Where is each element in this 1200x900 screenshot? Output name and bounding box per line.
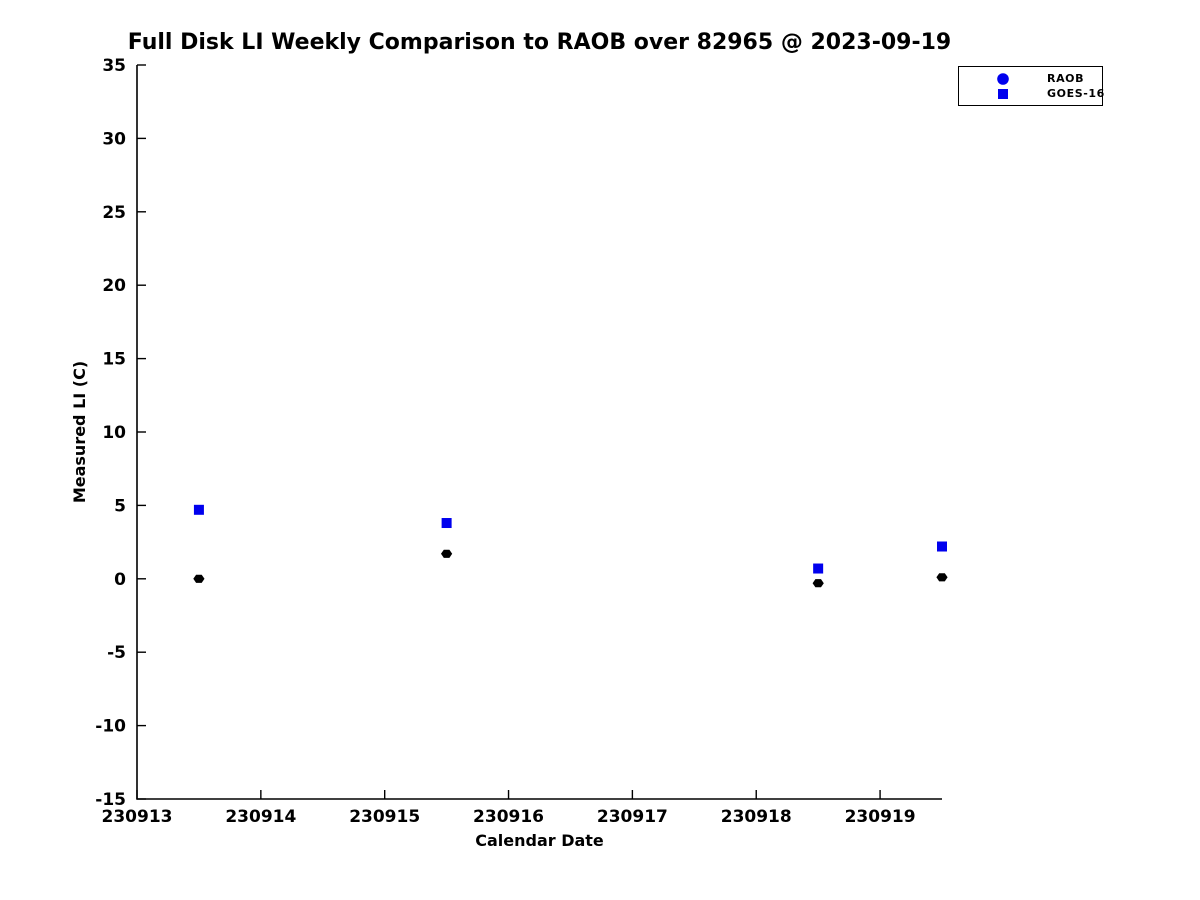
raob-legend-marker-cell: [959, 72, 1047, 86]
goes16-legend-marker: [998, 88, 1008, 99]
data-point-raob: [193, 574, 205, 583]
data-point-goes-16: [441, 518, 452, 529]
legend-label-goes16: GOES-16: [1047, 87, 1105, 100]
legend-label-raob: RAOB: [1047, 72, 1085, 85]
legend-entry-raob: RAOB: [959, 71, 1102, 86]
y-tick-label: 15: [102, 350, 126, 370]
x-axis-label: Calendar Date: [475, 831, 604, 850]
square-marker-icon: [998, 88, 1008, 99]
x-tick-label: 230913: [102, 807, 173, 827]
y-tick-label: 5: [114, 496, 126, 516]
y-tick-label: 10: [102, 423, 126, 443]
data-point-raob: [812, 579, 824, 588]
x-tick-label: 230915: [349, 807, 420, 827]
x-tick-label: 230916: [473, 807, 544, 827]
data-point-goes-16: [813, 563, 824, 574]
x-tick-label: 230918: [721, 807, 792, 827]
y-tick-label: 25: [102, 203, 126, 223]
y-tick-label: 0: [114, 570, 126, 590]
y-tick-label: -5: [107, 643, 126, 663]
y-tick-label: 35: [102, 56, 126, 76]
x-tick-label: 230919: [845, 807, 916, 827]
data-point-goes-16: [937, 541, 947, 552]
data-point-raob: [441, 549, 453, 558]
x-tick-label: 230914: [225, 807, 296, 827]
axis-spines: [136, 65, 942, 800]
circle-marker-icon: [997, 72, 1009, 85]
y-tick-label: -15: [95, 790, 126, 810]
data-point-raob: [936, 573, 948, 582]
legend: RAOB GOES-16: [958, 66, 1105, 106]
raob-legend-marker: [997, 72, 1009, 85]
x-tick-label: 230917: [597, 807, 668, 827]
y-tick-label: -10: [95, 717, 126, 737]
data-point-goes-16: [193, 504, 204, 515]
chart-title: Full Disk LI Weekly Comparison to RAOB o…: [127, 30, 952, 55]
legend-entry-goes16: GOES-16: [959, 86, 1105, 101]
goes16-legend-marker-cell: [959, 87, 1047, 101]
y-tick-label: 30: [102, 129, 126, 149]
y-tick-label: 20: [102, 276, 126, 296]
